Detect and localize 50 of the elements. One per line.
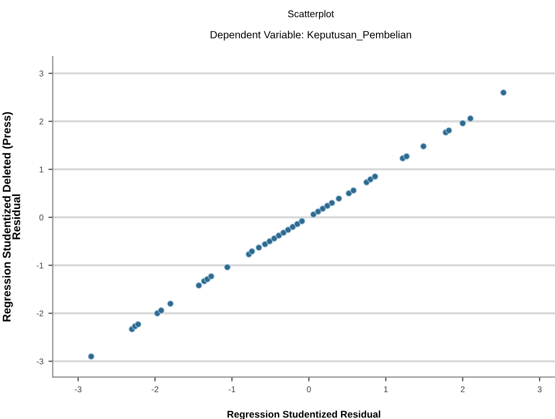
point [284, 226, 292, 234]
point [158, 307, 164, 314]
x-tick-label: 0 [306, 386, 311, 392]
point [467, 115, 474, 122]
point [420, 143, 427, 150]
y-axis-title: Regression Studentized Deleted (Press) Residual [2, 112, 20, 322]
y-tick-label: -2 [36, 310, 44, 316]
point [459, 120, 466, 127]
point [336, 195, 342, 202]
chart-subtitle: Dependent Variable: Keputusan_Pembelian [210, 30, 412, 40]
point [270, 235, 278, 242]
point [224, 264, 231, 271]
point [167, 300, 174, 307]
point [298, 218, 306, 224]
point [372, 173, 378, 180]
y-tick-label: -1 [36, 262, 44, 268]
y-tick-label: 2 [39, 118, 44, 124]
point [319, 205, 326, 212]
chart-title: Scatterplot [288, 10, 334, 20]
y-tick-label: 3 [39, 70, 44, 76]
x-tick-label: 3 [538, 386, 542, 392]
point [328, 200, 336, 206]
point [289, 224, 296, 230]
point [280, 229, 287, 236]
point [294, 220, 301, 228]
point [500, 89, 507, 96]
x-tick-label: -2 [152, 386, 158, 392]
x-tick-label: 2 [460, 386, 465, 392]
point [134, 321, 142, 328]
point [248, 248, 256, 255]
point [208, 273, 214, 280]
point [403, 153, 410, 160]
point [367, 176, 374, 183]
point [262, 240, 268, 248]
x-tick-label: -1 [228, 386, 236, 392]
x-tick-label: -3 [74, 386, 82, 392]
point [350, 187, 357, 194]
point [324, 202, 331, 210]
y-tick-label: -3 [36, 358, 44, 364]
x-tick-label: 1 [384, 386, 388, 392]
point [88, 353, 94, 360]
y-tick-label: 0 [39, 214, 44, 220]
point [346, 190, 352, 197]
point [446, 127, 452, 134]
point [266, 238, 273, 245]
point [256, 244, 262, 251]
y-tick-label: 1 [40, 166, 44, 172]
point [310, 211, 317, 218]
point [196, 282, 202, 289]
point [276, 232, 282, 239]
